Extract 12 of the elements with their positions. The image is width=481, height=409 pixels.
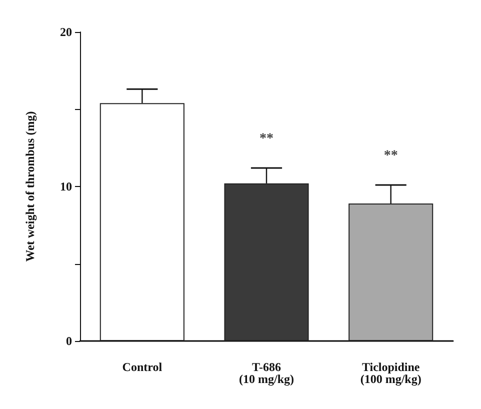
annotation: **: [384, 148, 398, 164]
y-axis-title: Wet weight of thrombus (mg): [23, 111, 37, 262]
bar: [224, 183, 309, 341]
y-tick-label: 20: [60, 25, 72, 39]
y-tick-label: 0: [66, 334, 72, 348]
annotation: **: [260, 131, 274, 146]
x-tick-label: Ticlopidine (100 mg/kg): [360, 360, 422, 386]
bar: [348, 203, 434, 341]
bar: [100, 103, 184, 341]
x-tick-label: T-686 (10 mg/kg): [239, 360, 294, 386]
y-tick-label: 10: [60, 180, 72, 194]
x-tick-label: Control: [122, 360, 163, 374]
